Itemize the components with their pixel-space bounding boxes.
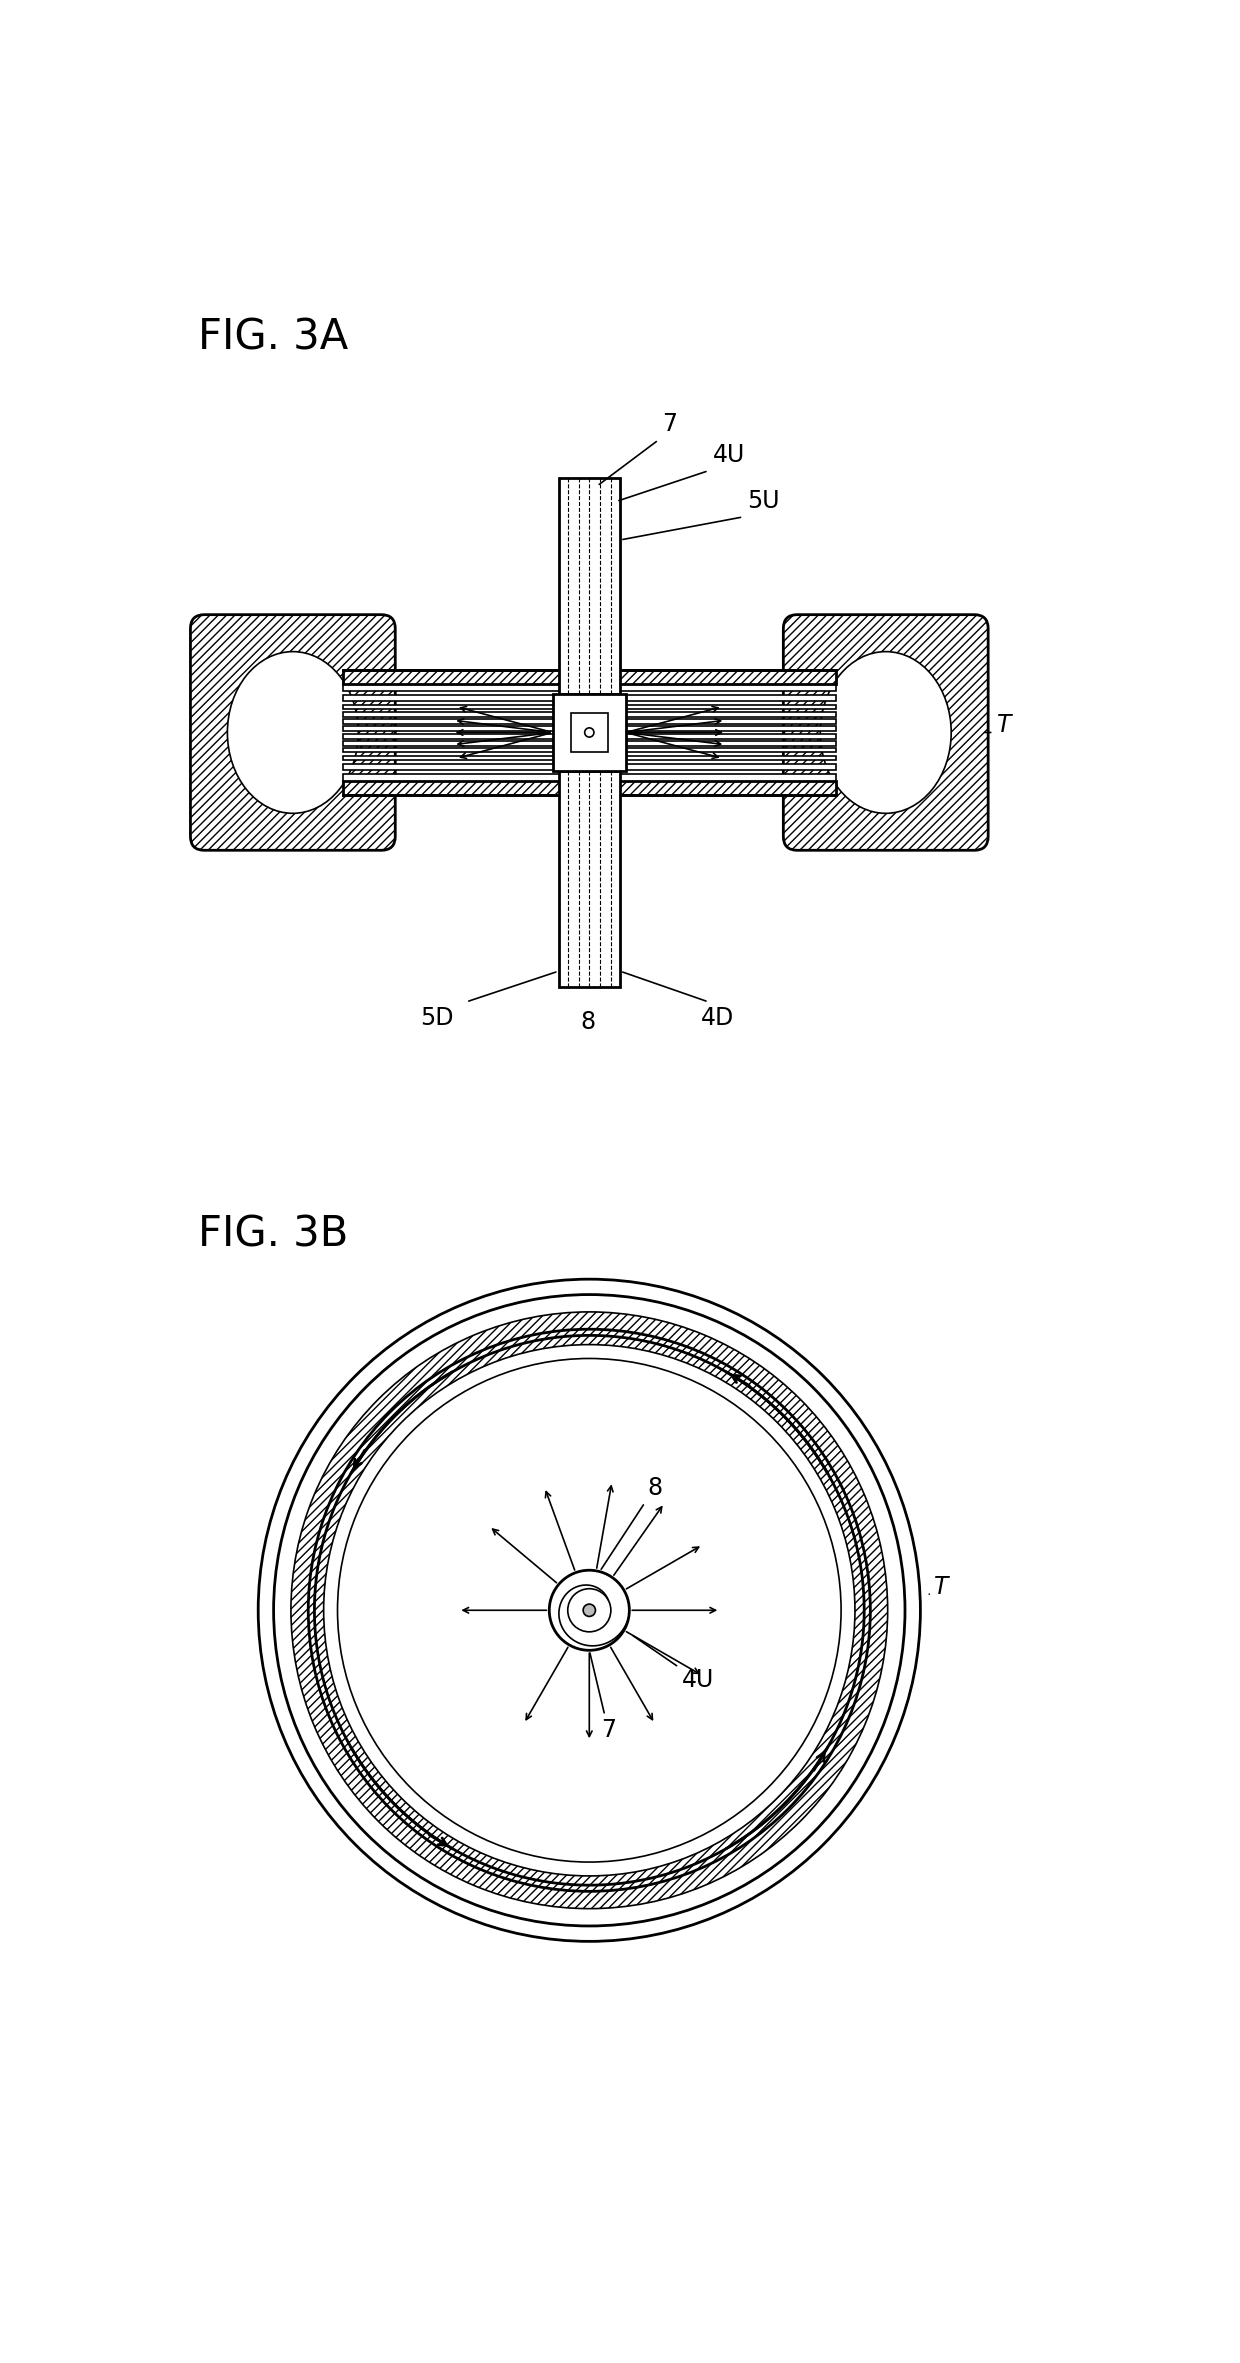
Text: T: T: [997, 714, 1012, 737]
Circle shape: [324, 1345, 854, 1876]
Bar: [343, 782, 836, 794]
Text: 4D: 4D: [701, 1007, 734, 1030]
Bar: [343, 735, 836, 740]
Text: 8: 8: [601, 1477, 662, 1569]
Ellipse shape: [227, 652, 358, 813]
Circle shape: [258, 1278, 920, 1942]
Bar: [343, 782, 836, 794]
Bar: [343, 704, 836, 709]
Text: 4U: 4U: [634, 1635, 714, 1692]
Bar: [343, 747, 836, 751]
Ellipse shape: [821, 652, 951, 813]
Bar: [343, 742, 836, 747]
Bar: [343, 714, 836, 716]
Text: 8: 8: [580, 1009, 595, 1033]
Bar: [553, 695, 626, 770]
Bar: [343, 671, 836, 683]
Bar: [343, 775, 836, 782]
Circle shape: [549, 1571, 630, 1649]
Circle shape: [583, 1604, 595, 1616]
Circle shape: [585, 728, 594, 737]
Text: 5D: 5D: [420, 1007, 454, 1030]
Text: 7: 7: [662, 411, 677, 437]
FancyBboxPatch shape: [191, 614, 396, 851]
Bar: [343, 756, 836, 761]
Text: 5U: 5U: [748, 489, 780, 513]
Bar: [558, 477, 620, 695]
Text: 4U: 4U: [713, 442, 745, 468]
Bar: [558, 770, 620, 988]
Bar: [570, 714, 608, 751]
Bar: [343, 681, 836, 690]
Text: FIG. 3B: FIG. 3B: [198, 1215, 348, 1255]
Text: FIG. 3A: FIG. 3A: [198, 317, 348, 359]
Bar: [343, 725, 836, 730]
Bar: [343, 695, 836, 702]
FancyBboxPatch shape: [784, 614, 988, 851]
Text: 7: 7: [590, 1654, 616, 1742]
Bar: [343, 763, 836, 770]
Circle shape: [568, 1588, 611, 1633]
Circle shape: [337, 1359, 841, 1862]
Text: T: T: [934, 1576, 949, 1600]
Bar: [343, 718, 836, 723]
Bar: [343, 671, 836, 683]
